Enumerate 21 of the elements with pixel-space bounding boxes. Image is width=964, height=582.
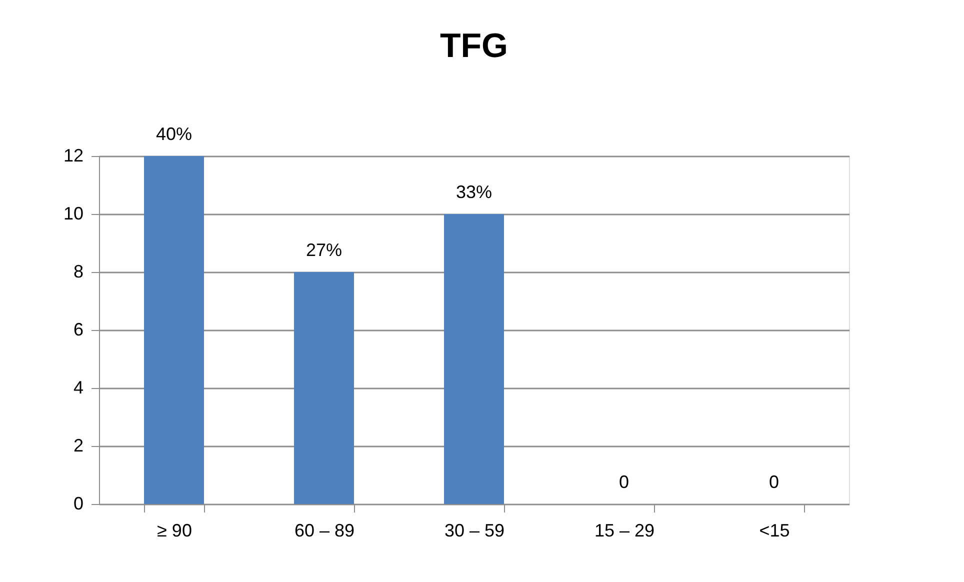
bar <box>144 156 204 504</box>
x-tick-label: <15 <box>759 520 790 540</box>
bar <box>294 272 354 504</box>
y-tick-label: 12 <box>63 146 84 166</box>
x-tick-label: 15 – 29 <box>594 520 655 540</box>
annotation: 27% <box>306 240 342 260</box>
y-tick-label: 6 <box>73 320 84 340</box>
x-tick-label: 30 – 59 <box>444 520 505 540</box>
annotation: 33% <box>456 182 492 202</box>
annotation: 0 <box>618 472 630 492</box>
y-tick-label: 4 <box>73 378 84 398</box>
annotation: 40% <box>156 124 192 144</box>
annotation: 0 <box>768 472 780 492</box>
x-tick-label: 60 – 89 <box>294 520 355 540</box>
x-tick-label: ≥ 90 <box>157 520 192 540</box>
y-tick-label: 2 <box>73 436 84 456</box>
bar <box>444 214 504 504</box>
y-tick-label: 0 <box>73 494 84 514</box>
chart-title: TFG <box>440 27 508 65</box>
y-tick-label: 8 <box>73 262 84 282</box>
y-tick-label: 10 <box>63 204 84 224</box>
